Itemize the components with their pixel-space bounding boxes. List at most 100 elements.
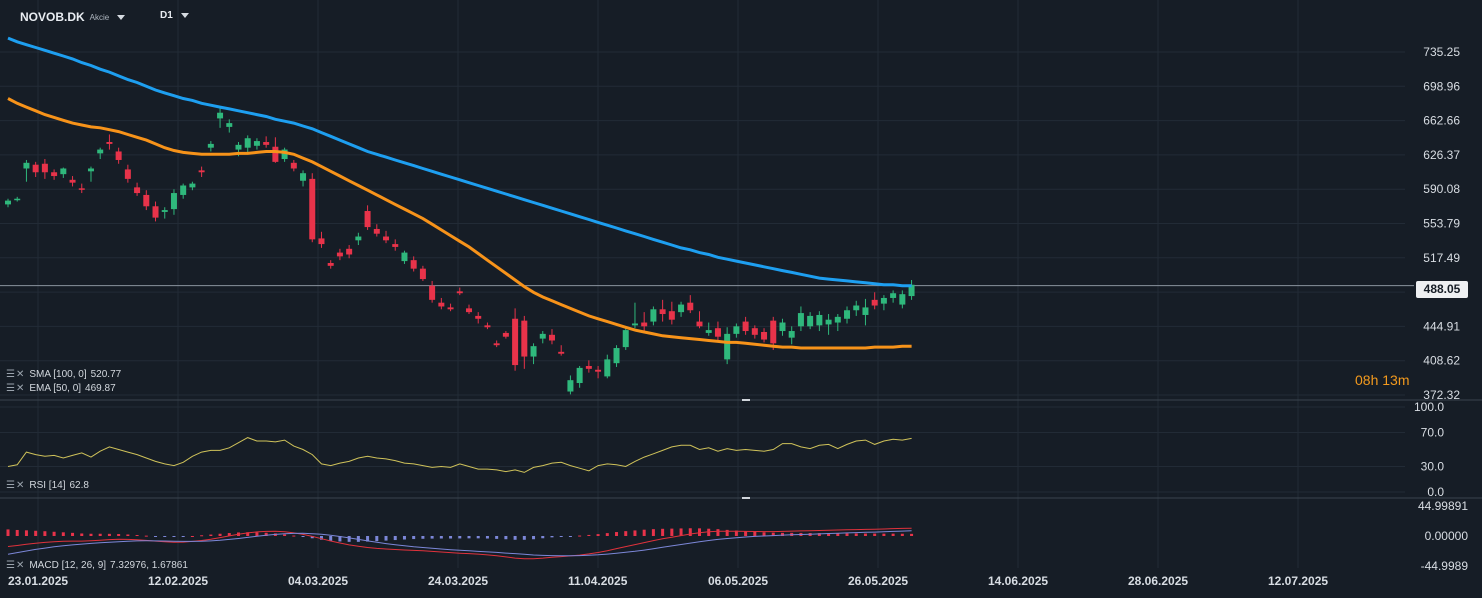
- candle-body: [539, 333, 546, 339]
- candle-body: [558, 351, 565, 354]
- candle-body: [585, 366, 592, 369]
- candle-body: [890, 293, 897, 298]
- macd-histogram-bar: [568, 536, 572, 537]
- macd-histogram-bar: [163, 536, 167, 537]
- macd-histogram-bar: [458, 536, 462, 539]
- candle-body: [419, 268, 426, 280]
- macd-label: MACD [12, 26, 9]: [29, 560, 107, 571]
- candle-body: [290, 162, 297, 169]
- rsi-tick-label: 100.0: [1414, 400, 1444, 414]
- macd-histogram-bar: [845, 533, 849, 536]
- candle-body: [124, 169, 131, 179]
- rsi-tick-label: 30.0: [1421, 460, 1445, 474]
- price-tick-label: 408.62: [1423, 354, 1460, 368]
- candle-body: [170, 193, 177, 210]
- date-tick-label: 24.03.2025: [428, 574, 488, 588]
- symbol-selector[interactable]: NOVOB.DK Akcie: [20, 10, 126, 24]
- candle-body: [788, 331, 795, 338]
- candle-body: [309, 178, 316, 240]
- macd-histogram-bar: [329, 536, 333, 541]
- candle-body: [567, 380, 574, 392]
- settings-close-icons[interactable]: ☰✕: [6, 369, 26, 380]
- candle-body: [346, 248, 353, 255]
- macd-panel: 44.99891 0.00000 -44.9989: [6, 499, 1469, 573]
- macd-legend[interactable]: ☰✕ MACD [12, 26, 9] 7.32976, 1.67861: [6, 560, 188, 571]
- candle-body: [189, 183, 196, 188]
- timeframe-selector[interactable]: D1: [160, 10, 189, 21]
- price-tick-label: 626.37: [1423, 148, 1460, 162]
- ema-line: [7, 97, 912, 350]
- rsi-panel: 100.0 70.0 30.0 0.0: [0, 400, 1444, 499]
- candle-body: [871, 299, 878, 306]
- macd-histogram-bar: [716, 529, 720, 536]
- candle-body: [226, 123, 233, 127]
- candle-body: [825, 319, 832, 325]
- moving-averages: [7, 36, 912, 350]
- candle-body: [392, 244, 399, 247]
- panel-resize-handle: [742, 497, 750, 499]
- macd-histogram-bar: [615, 532, 619, 536]
- timeframe-label: D1: [160, 10, 173, 21]
- macd-histogram-bar: [605, 533, 609, 536]
- price-tick-label: 735.25: [1423, 45, 1460, 59]
- candle-body: [668, 311, 675, 320]
- macd-histogram-bar: [61, 532, 65, 536]
- macd-histogram-bar: [882, 533, 886, 536]
- rsi-label: RSI [14]: [29, 480, 66, 491]
- candle-body: [493, 343, 500, 346]
- ema-legend[interactable]: ☰✕ EMA [50, 0] 469.87: [6, 383, 116, 394]
- candle-body: [548, 334, 555, 341]
- macd-histogram-bar: [513, 536, 517, 540]
- macd-histogram-bar: [292, 535, 296, 537]
- candle-body: [576, 367, 583, 384]
- settings-close-icons[interactable]: ☰✕: [6, 480, 26, 491]
- chevron-down-icon: [117, 14, 126, 20]
- macd-histogram-bar: [421, 536, 425, 539]
- macd-histogram-bar: [817, 533, 821, 536]
- price-tick-label: 698.96: [1423, 79, 1460, 93]
- macd-histogram-bar: [900, 533, 904, 536]
- date-tick-label: 06.05.2025: [708, 574, 768, 588]
- date-tick-label: 12.02.2025: [148, 574, 208, 588]
- macd-histogram-bar: [661, 528, 665, 536]
- current-price-badge: 488.05: [1416, 281, 1468, 298]
- macd-value: 7.32976, 1.67861: [110, 560, 188, 571]
- candle-body: [152, 206, 159, 218]
- macd-histogram-bar: [181, 536, 185, 537]
- candle-body: [235, 144, 242, 150]
- macd-histogram-bar: [688, 528, 692, 536]
- candle-body: [622, 330, 629, 348]
- macd-tick-label: 0.00000: [1425, 529, 1469, 543]
- macd-histogram-bar: [319, 536, 323, 540]
- rsi-legend[interactable]: ☰✕ RSI [14] 62.8: [6, 480, 89, 491]
- macd-histogram-bar: [34, 530, 38, 536]
- macd-histogram-bar: [485, 536, 489, 539]
- macd-histogram-bar: [255, 532, 259, 536]
- settings-close-icons[interactable]: ☰✕: [6, 560, 26, 571]
- panel-resize-handle: [742, 399, 750, 401]
- candle-body: [705, 330, 712, 333]
- macd-histogram-bar: [439, 536, 443, 539]
- candle-body: [180, 185, 187, 195]
- macd-histogram-bar: [246, 532, 250, 536]
- candle-body: [429, 285, 436, 300]
- candle-body: [272, 146, 279, 162]
- date-tick-label: 14.06.2025: [988, 574, 1048, 588]
- macd-histogram-bar: [301, 536, 305, 537]
- macd-histogram-bar: [633, 530, 637, 536]
- settings-close-icons[interactable]: ☰✕: [6, 383, 26, 394]
- candle-body: [438, 302, 445, 307]
- candle-body: [779, 322, 786, 332]
- candle-body: [198, 170, 205, 173]
- sma-value: 520.77: [90, 369, 122, 380]
- macd-histogram-bar: [596, 534, 600, 536]
- sma-legend[interactable]: ☰✕ SMA [100, 0] 520.77: [6, 369, 121, 380]
- candle-body: [742, 321, 749, 332]
- candle-body: [456, 291, 463, 294]
- macd-histogram-bar: [126, 534, 130, 536]
- macd-histogram-bar: [854, 533, 858, 536]
- macd-histogram-bar: [559, 536, 563, 537]
- candle-body: [714, 328, 721, 337]
- candle-body: [401, 252, 408, 262]
